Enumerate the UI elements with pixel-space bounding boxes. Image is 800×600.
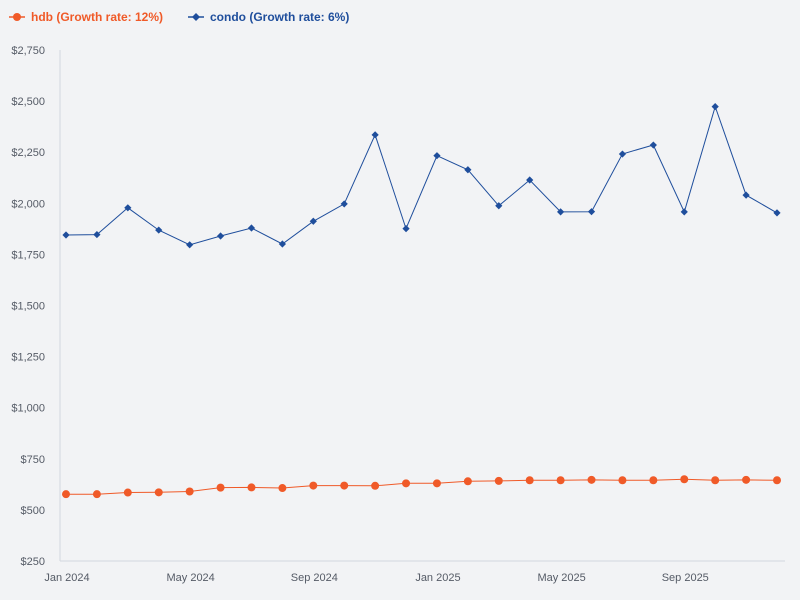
x-tick-label: May 2025 <box>537 572 585 584</box>
data-point-hdb[interactable] <box>340 481 349 490</box>
data-point-condo[interactable] <box>526 176 534 184</box>
legend-marker-hdb <box>13 13 21 21</box>
data-point-hdb[interactable] <box>371 481 380 490</box>
data-point-hdb[interactable] <box>123 488 132 497</box>
x-tick-label: Sep 2024 <box>291 572 338 584</box>
data-point-condo[interactable] <box>680 208 688 216</box>
data-point-hdb[interactable] <box>185 487 194 496</box>
y-tick-label: $500 <box>21 505 45 517</box>
data-point-hdb[interactable] <box>742 475 751 484</box>
data-point-hdb[interactable] <box>154 488 163 497</box>
plot-area <box>62 103 781 499</box>
data-point-hdb[interactable] <box>216 483 225 492</box>
data-point-hdb[interactable] <box>309 481 318 490</box>
data-point-hdb[interactable] <box>618 476 627 485</box>
data-point-hdb[interactable] <box>711 476 720 485</box>
legend-label-condo: condo (Growth rate: 6%) <box>210 10 349 24</box>
data-point-hdb[interactable] <box>494 476 503 485</box>
legend-label-hdb: hdb (Growth rate: 12%) <box>31 10 163 24</box>
y-tick-label: $2,750 <box>11 45 45 57</box>
data-point-hdb[interactable] <box>680 475 689 484</box>
y-tick-label: $1,000 <box>11 403 45 415</box>
data-point-condo[interactable] <box>278 240 286 248</box>
y-tick-label: $2,250 <box>11 147 45 159</box>
axes: $250 $500 $750 $1,000 $1,250 $1,500 $1,750 $2,0… <box>11 45 785 584</box>
data-point-condo[interactable] <box>62 231 70 239</box>
data-point-condo[interactable] <box>124 204 132 212</box>
y-tick-label: $2,500 <box>11 96 45 108</box>
data-point-hdb[interactable] <box>773 476 781 485</box>
data-point-condo[interactable] <box>186 241 194 249</box>
data-point-hdb[interactable] <box>92 490 101 499</box>
legend: hdb (Growth rate: 12%) condo (Growth rat… <box>9 10 349 24</box>
data-point-condo[interactable] <box>247 224 256 232</box>
data-point-hdb[interactable] <box>587 475 596 484</box>
data-point-hdb[interactable] <box>278 484 287 493</box>
data-point-condo[interactable] <box>155 226 163 234</box>
data-point-condo[interactable] <box>309 217 317 225</box>
data-point-condo[interactable] <box>649 141 657 149</box>
data-point-condo[interactable] <box>93 230 101 239</box>
y-tick-label: $2,000 <box>11 198 45 210</box>
x-tick-label: Jan 2025 <box>415 572 460 584</box>
data-point-condo[interactable] <box>742 191 750 199</box>
y-tick-label: $1,750 <box>11 249 45 261</box>
legend-item-hdb[interactable]: hdb (Growth rate: 12%) <box>9 10 163 24</box>
data-point-hdb[interactable] <box>556 476 565 485</box>
data-point-hdb[interactable] <box>463 477 472 486</box>
x-tick-label: May 2024 <box>166 572 214 584</box>
series-line-condo <box>65 104 778 246</box>
data-point-hdb[interactable] <box>432 479 441 488</box>
data-point-condo[interactable] <box>618 150 627 158</box>
y-tick-label: $250 <box>21 556 45 568</box>
data-point-condo[interactable] <box>495 202 503 210</box>
data-point-condo[interactable] <box>340 200 348 208</box>
y-tick-label: $1,500 <box>11 301 45 313</box>
data-point-condo[interactable] <box>587 208 596 216</box>
data-point-condo[interactable] <box>711 103 719 111</box>
y-tick-label: $750 <box>21 454 45 466</box>
data-point-hdb[interactable] <box>649 476 658 485</box>
data-point-hdb[interactable] <box>247 483 256 492</box>
data-point-condo[interactable] <box>557 208 565 216</box>
data-point-condo[interactable] <box>464 166 472 174</box>
data-point-condo[interactable] <box>402 225 410 233</box>
data-point-hdb[interactable] <box>62 490 70 499</box>
data-point-hdb[interactable] <box>525 476 534 485</box>
data-point-condo[interactable] <box>371 131 379 139</box>
series-line-hdb <box>66 478 778 495</box>
data-point-condo[interactable] <box>216 232 225 240</box>
x-tick-label: Sep 2025 <box>662 572 709 584</box>
data-point-condo[interactable] <box>773 209 781 217</box>
legend-marker-condo <box>192 13 200 21</box>
legend-item-condo[interactable]: condo (Growth rate: 6%) <box>188 10 349 24</box>
x-tick-label: Jan 2024 <box>44 572 89 584</box>
y-tick-label: $1,250 <box>11 352 45 364</box>
data-point-hdb[interactable] <box>402 479 411 488</box>
data-point-condo[interactable] <box>433 152 441 160</box>
